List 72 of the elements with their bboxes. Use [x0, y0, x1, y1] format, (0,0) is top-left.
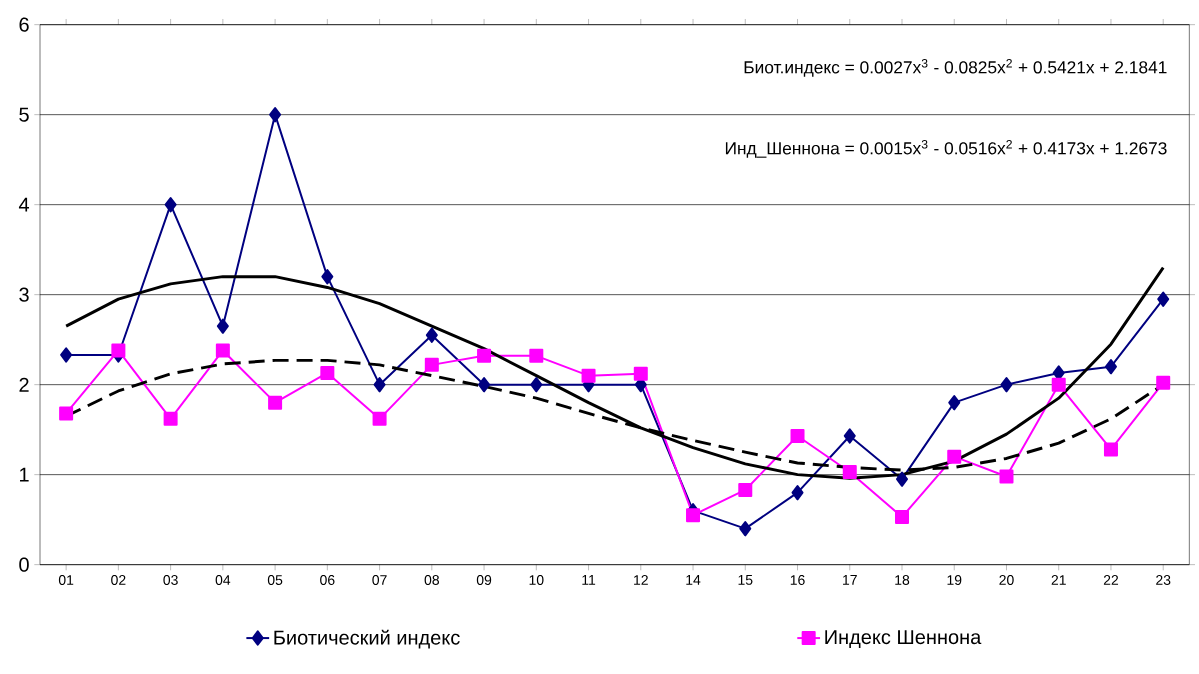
point — [424, 357, 439, 372]
x-tick-label: 16 — [790, 575, 805, 585]
point — [321, 268, 334, 285]
x-tick-label: 06 — [320, 575, 335, 585]
point — [896, 471, 908, 487]
x-tick-label: 18 — [895, 575, 910, 585]
point — [1103, 442, 1118, 457]
point — [111, 343, 126, 358]
point — [59, 406, 74, 421]
point — [843, 428, 856, 444]
annotation: Инд_Шеннона = 0.0015x$^{3}$ - 0.0516x$^{2}$ + 0.4173x + 1.2673 — [725, 140, 1167, 158]
point — [738, 482, 753, 497]
x-tick-label: 05 — [267, 575, 283, 585]
point — [790, 428, 805, 443]
point — [216, 318, 229, 334]
point — [1000, 376, 1013, 393]
x-tick-label: 12 — [634, 575, 648, 585]
point — [791, 484, 804, 501]
x-tick-label: 04 — [215, 575, 231, 585]
point — [1156, 375, 1171, 390]
point — [633, 366, 648, 381]
x-tick-label: 14 — [686, 575, 701, 585]
point — [686, 508, 701, 523]
point — [1104, 358, 1117, 375]
x-tick-label: 01 — [58, 575, 74, 585]
point — [1051, 377, 1066, 392]
y-tick-label: 1 — [20, 467, 29, 482]
point — [581, 368, 596, 383]
x-tick-label: 22 — [1103, 575, 1119, 585]
point — [425, 327, 438, 343]
point — [215, 343, 230, 358]
point — [164, 197, 177, 213]
point — [477, 348, 492, 363]
x-tick-label: 10 — [529, 575, 544, 585]
point — [842, 464, 857, 479]
x-tick-label: 07 — [372, 575, 387, 585]
legend-label: Биотический индекс — [274, 629, 460, 649]
x-tick-label: 19 — [947, 575, 962, 585]
y-tick-label: 3 — [19, 287, 29, 302]
point — [478, 376, 491, 393]
y-tick-label: 4 — [18, 197, 30, 212]
x-tick-label: 21 — [1051, 575, 1066, 585]
point — [530, 376, 543, 393]
x-tick-label: 23 — [1156, 575, 1171, 585]
point — [269, 107, 282, 123]
point — [1157, 291, 1170, 307]
point — [163, 411, 178, 426]
x-tick-label: 20 — [999, 575, 1014, 585]
y-tick-label: 5 — [19, 107, 29, 122]
y-tick-label: 2 — [19, 377, 29, 392]
y-tick-label: 6 — [19, 17, 29, 32]
x-tick-label: 03 — [163, 575, 178, 585]
point — [320, 365, 335, 380]
x-tick-label: 15 — [738, 575, 753, 585]
x-tick-label: 08 — [424, 575, 439, 585]
legend-label: Индекс Шеннона — [825, 630, 982, 648]
point — [948, 394, 961, 411]
point — [60, 347, 73, 363]
x-tick-label: 11 — [582, 575, 596, 585]
y-tick-label: 0 — [19, 557, 29, 572]
x-tick-label: 09 — [476, 575, 492, 585]
point — [529, 348, 544, 363]
point — [895, 509, 909, 524]
annotation: Биот.индекс = 0.0027x$^{3}$ - 0.0825x$^{2}$ + 0.5421x + 2.1841 — [744, 59, 1167, 77]
point — [268, 395, 283, 410]
x-tick-label: 17 — [843, 575, 857, 585]
point — [947, 449, 962, 464]
point — [999, 469, 1014, 484]
point — [739, 520, 752, 537]
point — [373, 376, 386, 393]
x-tick-label: 02 — [111, 575, 126, 585]
point — [372, 411, 387, 426]
